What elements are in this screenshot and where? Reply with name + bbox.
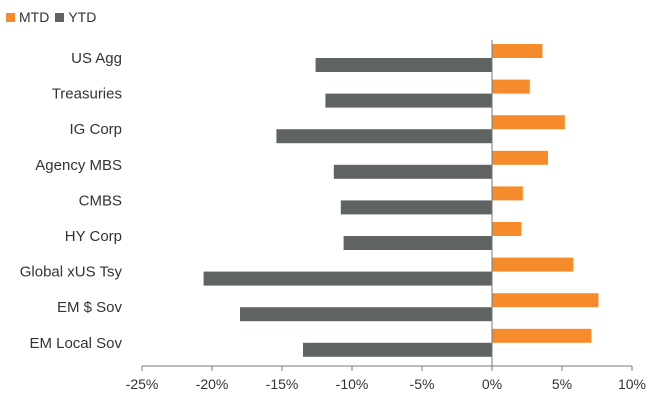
x-tick-label-1: -20% [196, 376, 229, 392]
legend: MTD YTD [6, 9, 102, 25]
legend-item-ytd: YTD [55, 9, 96, 25]
legend-swatch-ytd [55, 12, 65, 22]
category-label-treasuries: Treasuries [52, 86, 122, 103]
category-label-us-agg: US Agg [71, 50, 122, 67]
legend-item-mtd: MTD [6, 9, 49, 25]
bar-mtd-treasuries [492, 79, 530, 94]
bar-ytd-em-local-sov [303, 342, 492, 357]
category-label-agency-mbs: Agency MBS [35, 157, 122, 174]
bar-ytd-agency-mbs [333, 164, 492, 179]
legend-swatch-mtd [6, 12, 15, 22]
legend-label-ytd: YTD [68, 9, 97, 25]
category-label-em-sov: EM $ Sov [57, 299, 123, 316]
category-label-hy-corp: HY Corp [65, 228, 122, 245]
category-label-global-xus-tsy: Global xUS Tsy [20, 264, 123, 281]
category-label-em-local-sov: EM Local Sov [29, 335, 122, 352]
bar-mtd-hy-corp [492, 222, 522, 236]
x-tick-label-2: -15% [266, 376, 299, 392]
bar-ytd-cmbs [340, 200, 492, 215]
bar-ytd-treasuries [325, 93, 492, 108]
bar-mtd-cmbs [492, 186, 523, 201]
category-label-ig-corp: IG Corp [69, 121, 122, 138]
x-tick-label-4: -5% [410, 376, 435, 392]
bar-mtd-global-xus-tsy [492, 257, 574, 272]
x-tick-label-7: 10% [618, 376, 646, 392]
legend-label-mtd: MTD [19, 9, 50, 25]
category-label-cmbs: CMBS [79, 192, 122, 209]
bar-ytd-global-xus-tsy [203, 271, 492, 286]
bar-ytd-hy-corp [343, 236, 492, 250]
bar-mtd-us-agg [492, 44, 543, 58]
bar-mtd-agency-mbs [492, 150, 548, 165]
bar-ytd-em-sov [240, 307, 492, 322]
bar-mtd-em-local-sov [492, 328, 592, 343]
bar-ytd-us-agg [315, 58, 492, 72]
x-tick-label-6: 5% [552, 376, 572, 392]
bar-ytd-ig-corp [276, 129, 492, 144]
bar-mtd-ig-corp [492, 115, 565, 130]
x-tick-label-0: -25% [126, 376, 159, 392]
bar-mtd-em-sov [492, 293, 599, 308]
x-tick-label-5: 0% [482, 376, 502, 392]
x-tick-label-3: -10% [336, 376, 369, 392]
